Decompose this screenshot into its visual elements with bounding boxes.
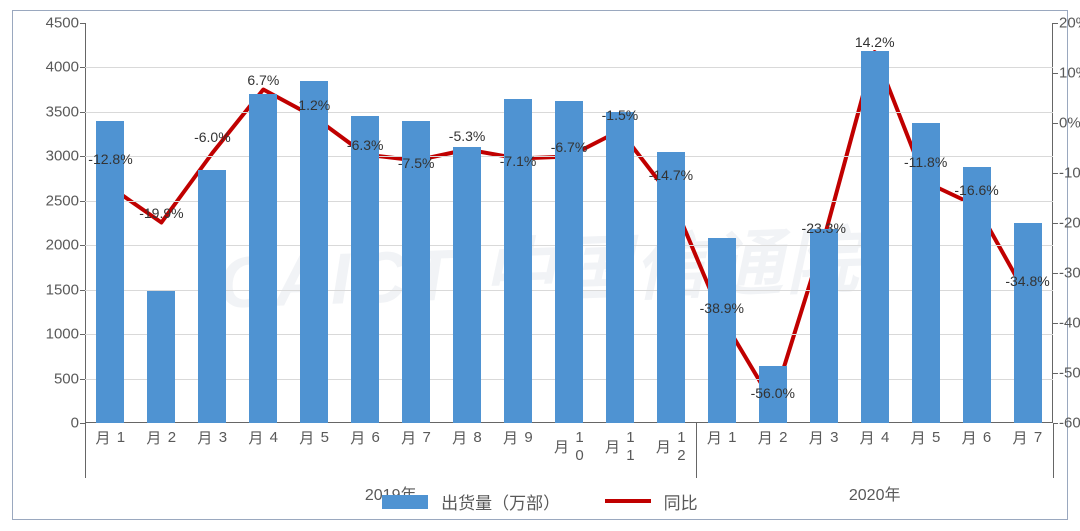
x-axis-label: 3月 [805,429,843,447]
bar [708,238,736,423]
data-label: -1.5% [602,107,639,123]
bar [810,229,838,423]
y-right-label: -20% [1053,215,1080,232]
data-label: -38.9% [700,300,744,316]
bar [963,167,991,423]
y-left-label: 3000 [46,148,85,165]
x-axis-label: 1月 [91,429,129,447]
y-left-label: 4500 [46,15,85,32]
y-left-label: 500 [54,370,85,387]
x-axis-label: 2月 [754,429,792,447]
data-label: -6.0% [194,129,231,145]
bar [147,291,175,423]
bar [657,152,685,423]
y-left-label: 0 [71,415,85,432]
x-axis-label: 4月 [856,429,894,447]
legend-line-swatch [605,499,651,503]
data-label: -6.3% [347,137,384,153]
y-right-label: 0% [1053,115,1080,132]
data-label: 14.2% [855,34,895,50]
x-axis-label: 12月 [652,429,690,465]
y-right-label: 20% [1053,15,1080,32]
data-label: -19.9% [139,205,183,221]
data-label: 1.2% [298,97,330,113]
data-label: -34.8% [1005,273,1049,289]
data-label: -12.8% [88,151,132,167]
legend-bar-swatch [382,495,428,509]
data-label: -16.6% [954,182,998,198]
group-divider [85,423,86,478]
data-label: -11.8% [904,154,947,170]
x-axis-label: 6月 [346,429,384,447]
y-right-label: 10% [1053,65,1080,82]
bar [198,170,226,423]
bar [606,112,634,423]
data-label: -7.5% [398,155,435,171]
group-divider [1053,423,1054,478]
x-axis-label: 4月 [244,429,282,447]
x-axis-label: 8月 [448,429,486,447]
data-label: -5.3% [449,128,486,144]
x-axis-label: 7月 [1009,429,1047,447]
bar [861,51,889,423]
legend-line-label: 同比 [664,489,698,514]
x-axis-label: 11月 [601,429,639,465]
x-axis-label: 6月 [958,429,996,447]
bar [249,94,277,423]
y-left-label: 2500 [46,192,85,209]
data-label: -56.0% [751,385,795,401]
chart-frame: CAICT 中国信通院 0500100015002000250030003500… [12,10,1068,520]
legend: 出货量（万部） 同比 [13,489,1067,515]
y-left-label: 4000 [46,59,85,76]
plot-area: 050010001500200025003000350040004500-60%… [85,23,1053,423]
bar [504,99,532,423]
data-label: -7.1% [500,153,537,169]
y-right-label: -60% [1053,415,1080,432]
y-left-label: 1500 [46,281,85,298]
bar [300,81,328,423]
x-axis-label: 9月 [499,429,537,447]
y-left-label: 2000 [46,237,85,254]
legend-bar-label: 出货量（万部） [441,489,560,514]
x-axis-label: 1月 [703,429,741,447]
y-left-label: 1000 [46,326,85,343]
bar [351,116,379,423]
data-label: 6.7% [247,72,279,88]
y-right-label: -10% [1053,165,1080,182]
x-axis-label: 2月 [142,429,180,447]
x-axis-label: 7月 [397,429,435,447]
data-label: -14.7% [649,167,693,183]
x-axis-label: 5月 [907,429,945,447]
y-left-label: 3500 [46,103,85,120]
data-label: -6.7% [551,139,588,155]
group-divider [696,423,697,478]
x-axis-label: 10月 [550,429,588,465]
y-right-label: -40% [1053,315,1080,332]
bar [453,147,481,423]
bar [1014,223,1042,423]
x-axis-label: 3月 [193,429,231,447]
y-right-label: -30% [1053,265,1080,282]
x-axis-label: 5月 [295,429,333,447]
grid-line [85,67,1053,68]
data-label: -23.3% [802,220,846,236]
y-right-label: -50% [1053,365,1080,382]
